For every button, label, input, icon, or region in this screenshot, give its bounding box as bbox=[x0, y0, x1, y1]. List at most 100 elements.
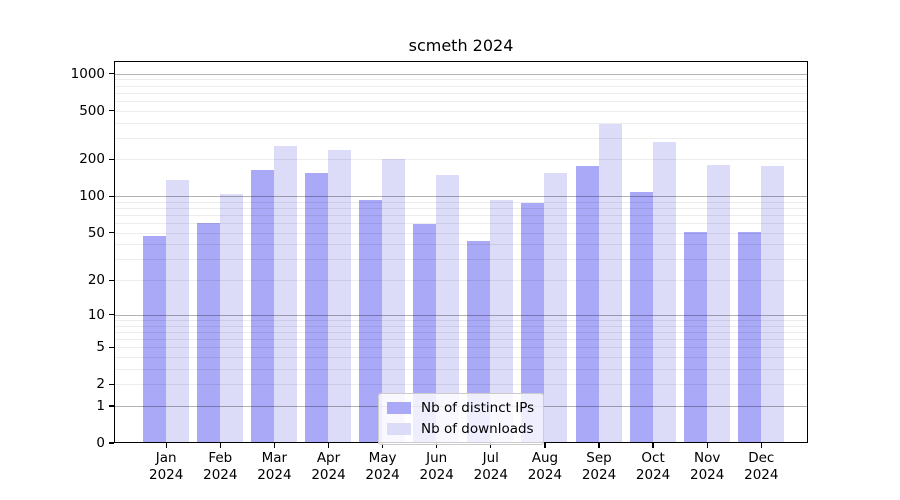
gridline-700 bbox=[114, 92, 808, 94]
gridline-400 bbox=[114, 122, 808, 124]
y-tick-label-2: 2 bbox=[96, 376, 105, 393]
y-tick-label-500: 500 bbox=[79, 102, 105, 119]
gridline-2 bbox=[114, 384, 808, 386]
gridline-5 bbox=[114, 347, 808, 349]
gridline-300 bbox=[114, 137, 808, 139]
gridline-4 bbox=[114, 356, 808, 358]
gridline-50 bbox=[114, 232, 808, 234]
bar-sep-distinct-ips bbox=[575, 165, 599, 443]
bar-apr-downloads bbox=[328, 149, 351, 443]
gridline-6 bbox=[114, 338, 808, 340]
x-tick-mark-oct bbox=[652, 443, 654, 448]
x-tick-mark-mar bbox=[273, 443, 276, 448]
gridline-70 bbox=[114, 215, 808, 217]
bar-jan-distinct-ips bbox=[142, 236, 166, 443]
y-tick-label-200: 200 bbox=[79, 151, 105, 168]
y-tick-label-5: 5 bbox=[96, 339, 105, 356]
bar-may-downloads bbox=[382, 159, 406, 443]
bar-aug-downloads bbox=[544, 172, 568, 443]
bar-oct-downloads bbox=[652, 141, 676, 443]
gridline-7 bbox=[114, 331, 808, 333]
bar-oct-distinct-ips bbox=[629, 191, 653, 443]
x-tick-label-sep: Sep 2024 bbox=[581, 450, 617, 483]
x-tick-mark-apr bbox=[327, 443, 330, 448]
legend-item-downloads: Nb of downloads bbox=[387, 421, 534, 437]
x-tick-label-apr: Apr 2024 bbox=[311, 450, 346, 483]
x-tick-label-nov: Nov 2024 bbox=[690, 450, 725, 483]
x-tick-mark-sep bbox=[598, 443, 600, 448]
bar-apr-distinct-ips bbox=[305, 173, 328, 443]
bar-jan-downloads bbox=[165, 180, 189, 443]
y-tick-mark-20 bbox=[109, 279, 114, 281]
legend-swatch-downloads bbox=[387, 423, 411, 435]
x-tick-label-jan: Jan 2024 bbox=[149, 450, 184, 483]
x-tick-mark-feb bbox=[219, 443, 221, 448]
x-tick-label-aug: Aug 2024 bbox=[527, 450, 563, 483]
y-tick-mark-2 bbox=[109, 383, 114, 385]
x-tick-label-jul: Jul 2024 bbox=[473, 450, 508, 483]
y-tick-label-50: 50 bbox=[87, 224, 105, 241]
bar-dec-downloads bbox=[760, 165, 784, 443]
bar-nov-distinct-ips bbox=[683, 231, 707, 443]
chart-title: scmeth 2024 bbox=[408, 36, 514, 55]
y-tick-mark-0 bbox=[109, 442, 114, 444]
x-tick-mark-nov bbox=[706, 443, 708, 448]
y-tick-mark-5 bbox=[109, 346, 114, 348]
gridline-900 bbox=[114, 79, 808, 81]
x-tick-mark-jun bbox=[436, 443, 438, 448]
x-tick-mark-jul bbox=[490, 443, 492, 448]
y-tick-label-1: 1 bbox=[96, 397, 105, 414]
x-tick-label-jun: Jun 2024 bbox=[419, 450, 454, 483]
y-tick-label-1000: 1000 bbox=[70, 65, 105, 82]
bar-jun-distinct-ips bbox=[413, 224, 437, 443]
gridline-80 bbox=[114, 208, 808, 210]
gridline-30 bbox=[114, 259, 808, 261]
x-tick-mark-dec bbox=[760, 443, 762, 448]
x-tick-mark-jan bbox=[165, 443, 167, 448]
gridline-90 bbox=[114, 201, 808, 203]
legend-label-downloads: Nb of downloads bbox=[421, 421, 534, 437]
legend-swatch-distinct-ips bbox=[387, 402, 411, 414]
x-tick-label-may: May 2024 bbox=[365, 450, 400, 483]
gridline-10 bbox=[114, 314, 808, 316]
bar-mar-distinct-ips bbox=[250, 169, 274, 443]
gridline-800 bbox=[114, 85, 808, 87]
bar-mar-downloads bbox=[273, 145, 297, 443]
bar-aug-distinct-ips bbox=[521, 203, 545, 443]
gridline-9 bbox=[114, 319, 808, 321]
y-tick-label-10: 10 bbox=[87, 306, 105, 323]
gridline-1000 bbox=[114, 73, 808, 75]
x-tick-mark-aug bbox=[544, 443, 546, 448]
gridline-500 bbox=[114, 110, 808, 112]
legend-item-distinct-ips: Nb of distinct IPs bbox=[387, 400, 534, 416]
gridline-600 bbox=[114, 100, 808, 102]
x-tick-label-mar: Mar 2024 bbox=[257, 450, 292, 483]
y-tick-mark-10 bbox=[109, 314, 114, 316]
gridline-60 bbox=[114, 223, 808, 225]
bar-sep-downloads bbox=[598, 124, 622, 443]
bar-dec-distinct-ips bbox=[737, 231, 761, 443]
gridline-100 bbox=[114, 196, 808, 198]
y-tick-label-100: 100 bbox=[79, 188, 105, 205]
bar-jul-downloads bbox=[490, 199, 514, 443]
legend-label-distinct-ips: Nb of distinct IPs bbox=[421, 400, 535, 416]
y-tick-mark-200 bbox=[109, 158, 114, 161]
x-tick-label-feb: Feb 2024 bbox=[203, 450, 238, 483]
bar-jul-distinct-ips bbox=[467, 240, 491, 443]
bar-nov-downloads bbox=[706, 165, 730, 443]
gridline-20 bbox=[114, 280, 808, 282]
y-tick-label-20: 20 bbox=[87, 272, 105, 289]
legend: Nb of distinct IPs Nb of downloads bbox=[378, 393, 545, 445]
y-tick-mark-1 bbox=[109, 405, 114, 407]
bar-feb-distinct-ips bbox=[196, 223, 220, 443]
gridline-40 bbox=[114, 244, 808, 246]
y-tick-label-0: 0 bbox=[96, 435, 105, 451]
bar-may-distinct-ips bbox=[359, 199, 383, 443]
x-tick-label-oct: Oct 2024 bbox=[635, 450, 671, 483]
y-tick-mark-500 bbox=[109, 109, 114, 112]
gridline-200 bbox=[114, 159, 808, 161]
y-tick-mark-50 bbox=[109, 232, 114, 234]
y-tick-mark-1000 bbox=[109, 72, 114, 75]
gridline-8 bbox=[114, 325, 808, 327]
